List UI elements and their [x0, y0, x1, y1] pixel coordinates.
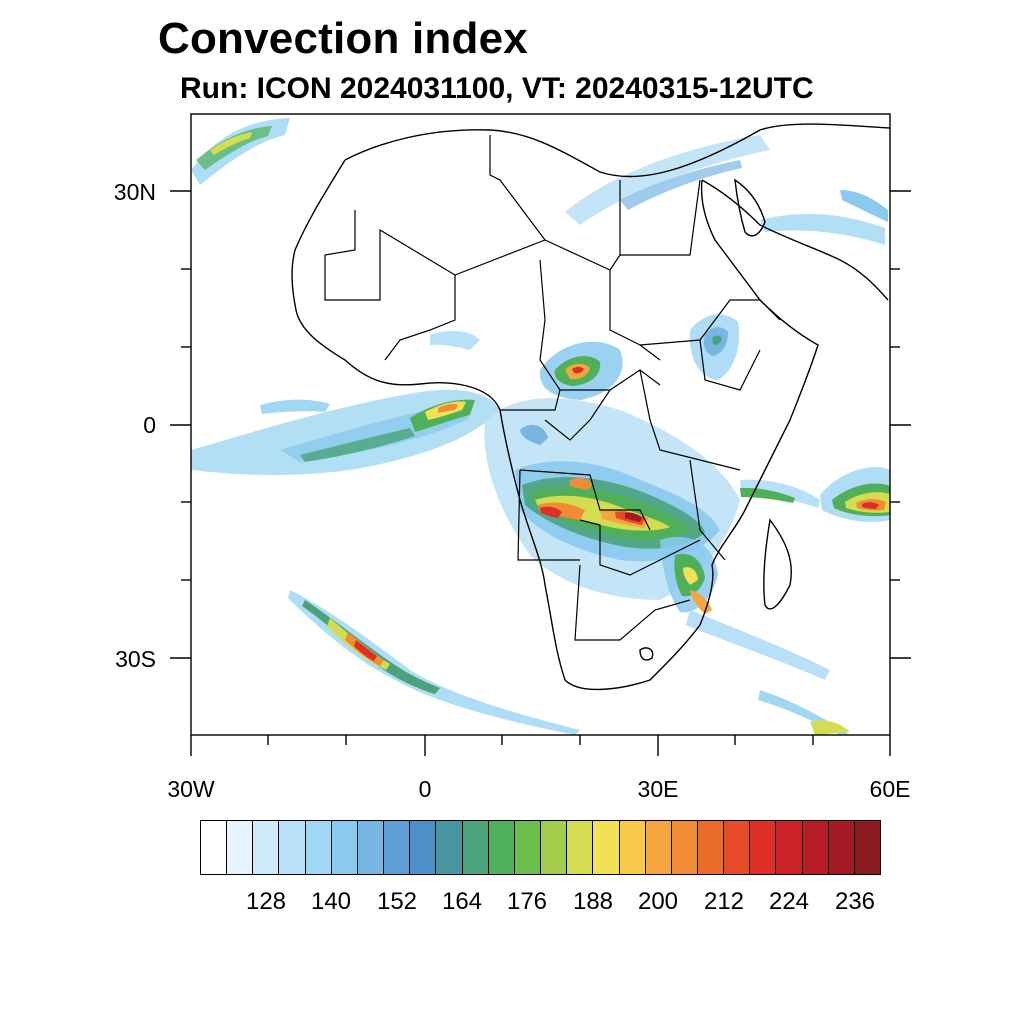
colorbar-label: 224 [768, 888, 810, 915]
chart-subtitle: Run: ICON 2024031100, VT: 20240315-12UTC [180, 72, 814, 105]
coastlines [291, 123, 890, 691]
colorbar-swatch [279, 821, 306, 874]
chart-title: Convection index [158, 14, 528, 63]
convection-cyclone [820, 467, 890, 522]
colorbar-label: 176 [506, 888, 548, 915]
country-borders [324, 135, 781, 641]
convection-south-atlantic [288, 590, 850, 735]
colorbar-label: 212 [703, 888, 745, 915]
colorbar-swatch [724, 821, 751, 874]
axis-ticks [170, 190, 911, 756]
colorbar-label: 164 [441, 888, 483, 915]
colorbar-label: 152 [376, 888, 418, 915]
colorbar-label: 236 [834, 888, 876, 915]
convection-car [539, 341, 623, 400]
colorbar-swatch [671, 821, 698, 874]
colorbar-label: 128 [245, 888, 287, 915]
red-sea-coast [701, 179, 889, 301]
colorbar-swatch [567, 821, 594, 874]
colorbar-label: 140 [310, 888, 352, 915]
lon-label-60e: 60E [869, 776, 911, 802]
colorbar-swatch [488, 821, 515, 874]
colorbar-swatch [697, 821, 725, 874]
colorbar-swatch [593, 821, 620, 874]
colorbar-swatch [357, 821, 385, 874]
colorbar-swatch [410, 821, 437, 874]
colorbar-swatch [541, 821, 568, 874]
colorbar-swatch [854, 821, 881, 874]
colorbar-swatch [828, 821, 855, 874]
colorbar-swatch [305, 821, 332, 874]
lat-label-30n: 30N [113, 179, 156, 205]
lesotho [639, 647, 654, 661]
colorbar-swatch [253, 821, 280, 874]
colorbar-swatch [645, 821, 672, 874]
convection-ethiopia [689, 314, 740, 380]
colorbar-swatch [514, 821, 542, 874]
colorbar-swatch [384, 821, 411, 874]
colorbar-swatch [619, 821, 646, 874]
colorbar-swatch [776, 821, 803, 874]
convection-field [191, 118, 890, 735]
colorbar-swatch [331, 821, 358, 874]
colorbar-swatch [436, 821, 463, 874]
colorbar-swatch [802, 821, 829, 874]
madagascar [763, 518, 792, 610]
lon-label-0: 0 [418, 776, 432, 802]
convection-gulf-of-guinea [191, 330, 500, 475]
colorbar-label: 200 [637, 888, 679, 915]
colorbar-swatch [462, 821, 489, 874]
lon-label-30e: 30E [637, 776, 679, 802]
colorbar-swatch [750, 821, 777, 874]
lon-label-30w: 30W [167, 776, 215, 802]
colorbar-label: 188 [572, 888, 614, 915]
lat-label-30s: 30S [115, 646, 156, 672]
colorbar [200, 820, 881, 875]
africa-outline [291, 159, 819, 691]
convection-middle-east [565, 135, 888, 245]
convection-north-atlantic [191, 118, 290, 185]
north-coastline [344, 123, 890, 178]
lat-label-0: 0 [143, 412, 156, 438]
colorbar-swatch [201, 821, 228, 874]
colorbar-swatch [227, 821, 254, 874]
arabia-gulf [734, 178, 766, 237]
